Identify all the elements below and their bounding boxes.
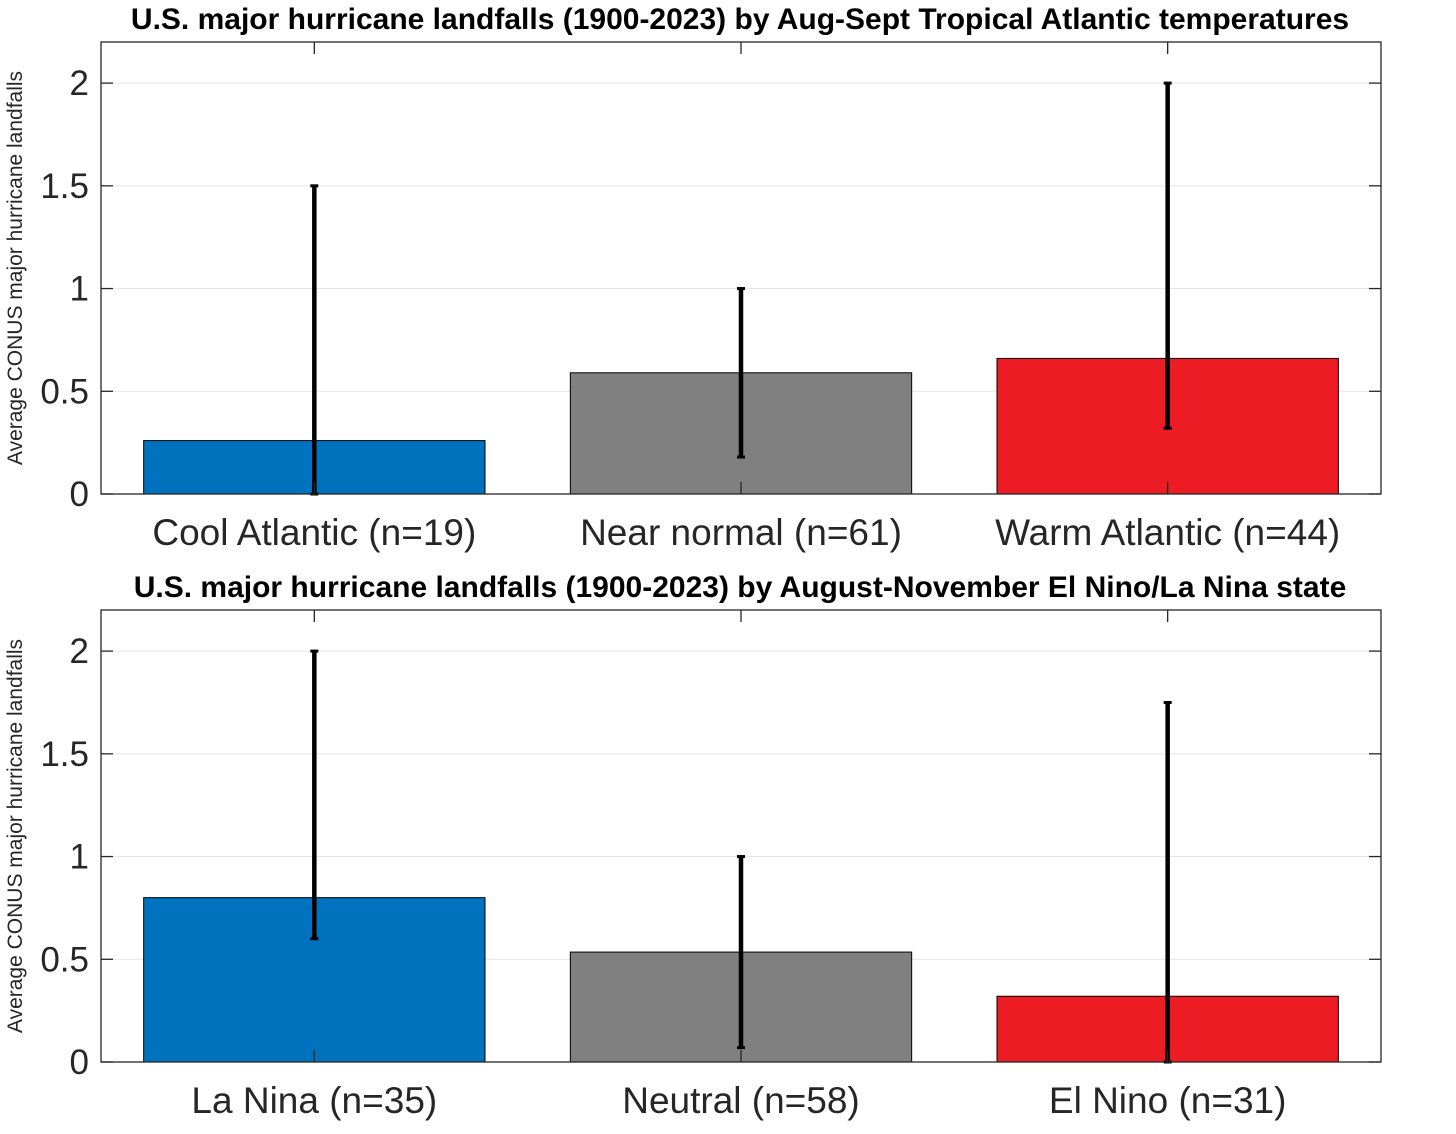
x-tick-label: Cool Atlantic (n=19) bbox=[152, 512, 476, 553]
y-tick-label: 1.5 bbox=[40, 735, 89, 774]
x-tick-label: La Nina (n=35) bbox=[191, 1080, 437, 1121]
chart-title: U.S. major hurricane landfalls (1900-202… bbox=[131, 3, 1349, 36]
y-tick-label: 0 bbox=[70, 1043, 89, 1082]
y-tick-label: 0.5 bbox=[40, 940, 89, 979]
y-axis-label: Average CONUS major hurricane landfalls bbox=[4, 639, 27, 1033]
y-tick-label: 2 bbox=[70, 64, 89, 103]
chart-bottom: U.S. major hurricane landfalls (1900-202… bbox=[4, 571, 1382, 1121]
x-tick-label: El Nino (n=31) bbox=[1049, 1080, 1287, 1121]
x-ticks: Cool Atlantic (n=19) Near normal (n=61) Wa… bbox=[152, 42, 1340, 553]
y-tick-label: 2 bbox=[70, 632, 89, 671]
y-axis-label: Average CONUS major hurricane landfalls bbox=[4, 71, 27, 465]
y-tick-label: 0.5 bbox=[40, 372, 89, 411]
chart-top: U.S. major hurricane landfalls (1900-202… bbox=[4, 3, 1382, 553]
x-tick-label: Warm Atlantic (n=44) bbox=[995, 512, 1340, 553]
x-ticks: La Nina (n=35) Neutral (n=58) El Nino (n=3… bbox=[191, 610, 1286, 1121]
x-tick-label: Neutral (n=58) bbox=[622, 1080, 860, 1121]
y-ticks: 0 0.5 1 1.5 2 bbox=[40, 632, 1381, 1082]
y-tick-label: 1.5 bbox=[40, 167, 89, 206]
x-tick-label: Near normal (n=61) bbox=[580, 512, 902, 553]
y-tick-label: 1 bbox=[70, 838, 89, 877]
chart-title: U.S. major hurricane landfalls (1900-202… bbox=[134, 571, 1347, 604]
y-tick-label: 0 bbox=[70, 475, 89, 514]
y-ticks: 0 0.5 1 1.5 2 bbox=[40, 64, 1381, 514]
y-tick-label: 1 bbox=[70, 270, 89, 309]
